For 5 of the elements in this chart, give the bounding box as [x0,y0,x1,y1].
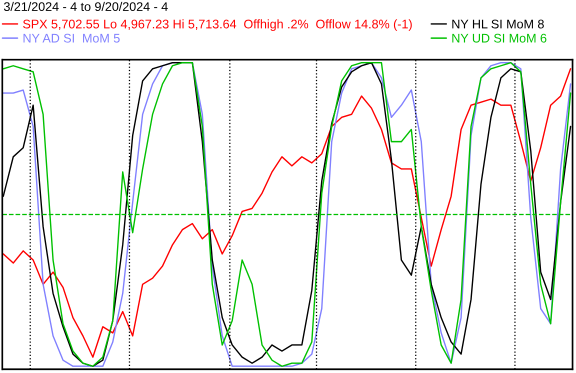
chart-title: 3/21/2024 - 4 to 9/20/2024 - 4 [4,2,168,12]
legend-label: NY UD SI MoM 6 [452,34,546,43]
legend-label: SPX 5,702.55 Lo 4,967.23 Hi 5,713.64 Offhigh .2% Offlow 14.8% (-1) [23,19,412,31]
legend-label: NY HL SI MoM 8 [452,20,544,28]
legend-label: NY AD SI MoM 5 [24,34,120,43]
